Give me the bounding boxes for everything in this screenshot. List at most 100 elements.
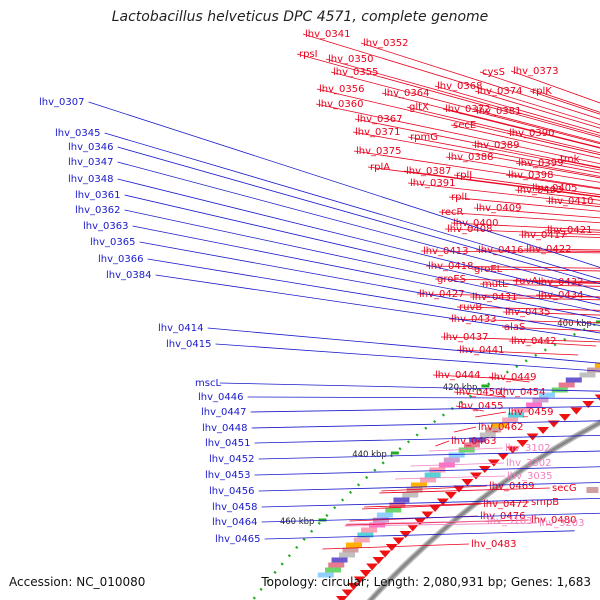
forward-gene-label: lhv_0374: [477, 86, 522, 97]
forward-gene-label: lhv_0449: [491, 372, 536, 383]
feature-block: [402, 492, 419, 498]
reverse-gene-label: lhv_0365: [90, 237, 135, 248]
feature-block: [328, 562, 345, 568]
scale-tick: [390, 451, 399, 455]
reverse-gene-label: lhv_0345: [55, 128, 100, 139]
forward-label-connector: [514, 189, 600, 201]
forward-gene-label: rplA: [370, 162, 390, 173]
forward-label-connector: [425, 265, 600, 269]
forward-gene-label: lhv_0381: [476, 106, 521, 117]
forward-gene-arrow: [347, 583, 360, 590]
forward-label-connector: [407, 182, 600, 205]
forward-gene-label: lhv_0483: [471, 539, 516, 550]
forward-gene-arrow: [413, 518, 426, 525]
feature-block: [317, 572, 334, 578]
forward-label-connector: [345, 519, 530, 526]
scale-tick-label: 460 kbp: [280, 517, 315, 527]
feature-block: [502, 417, 519, 423]
forward-label-connector: [367, 166, 600, 198]
forward-gene-label: lhv_0437: [443, 332, 488, 343]
forward-label-connector: [438, 211, 600, 224]
reverse-label-connector: [117, 146, 600, 285]
forward-label-connector: [353, 150, 600, 189]
forward-label-connector: [475, 411, 507, 418]
forward-gene-label: rplL: [451, 192, 470, 203]
forward-gene-arrow: [570, 407, 583, 415]
forward-gene-label: lhv_0368: [437, 81, 482, 92]
forward-gene-label: lhv_0409: [476, 203, 521, 214]
forward-gene-label: lhv_0403: [517, 185, 562, 196]
forward-label-connector: [360, 42, 600, 120]
forward-gene-label: lhv_0388: [448, 152, 493, 163]
reverse-label-connector: [250, 406, 600, 413]
feature-block: [458, 447, 475, 453]
rna-gene-label: lhv_3102: [505, 443, 550, 454]
forward-gene-label: rplJ: [456, 170, 472, 181]
scale-tick-label: 440 kbp: [352, 450, 387, 460]
forward-gene-label: lhv_0408: [447, 224, 492, 235]
forward-gene-label: lhv_0399: [518, 158, 563, 169]
reverse-label-connector: [147, 258, 600, 334]
rna-label-connector: [346, 520, 486, 525]
forward-label-connector: [420, 250, 600, 254]
scale-tick: [595, 320, 600, 324]
forward-label-connector: [442, 108, 600, 149]
forward-gene-arrow: [547, 420, 560, 428]
rna-label-connector: [410, 462, 505, 467]
forward-label-connector: [315, 103, 600, 165]
rna-label-connector: [429, 447, 504, 452]
reverse-gene-label: lhv_0451: [205, 438, 250, 449]
feature-block: [538, 392, 555, 398]
forward-label-connector: [497, 391, 506, 398]
forward-gene-label: lhv_0462: [478, 422, 523, 433]
forward-gene-label: rpmG: [410, 132, 438, 143]
reverse-label-connector: [139, 241, 600, 326]
forward-label-connector: [352, 131, 600, 177]
feature-block: [443, 457, 460, 463]
feature-block: [565, 377, 582, 383]
reverse-label-connector: [117, 161, 600, 292]
forward-gene-arrow: [379, 550, 392, 558]
forward-label-connector: [471, 268, 600, 272]
rna-label-connector: [344, 522, 538, 527]
feature-block: [448, 452, 465, 458]
feature-block: [579, 372, 596, 378]
reverse-label-connector: [251, 420, 600, 429]
forward-gene-arrow: [353, 576, 366, 584]
forward-gene-label: lhv_0463: [451, 436, 496, 447]
reverse-label-connector: [215, 343, 600, 372]
forward-gene-arrow: [385, 544, 398, 551]
feature-block: [558, 382, 575, 388]
forward-gene-label: lhv_0400: [453, 218, 498, 229]
forward-gene-arrow: [537, 427, 550, 434]
forward-label-connector: [322, 543, 470, 550]
reverse-label-connector: [258, 450, 600, 460]
forward-label-connector: [473, 207, 600, 219]
forward-gene-arrow: [594, 394, 600, 401]
feature-block: [485, 427, 502, 433]
feature-block: [357, 532, 374, 538]
reverse-gene-label: lhv_0456: [209, 486, 254, 497]
forward-gene-label: lhv_0367: [357, 114, 402, 125]
forward-label-connector: [296, 53, 600, 138]
forward-gene-label: lhv_0398: [508, 170, 553, 181]
forward-gene-arrow: [516, 440, 529, 447]
forward-label-connector: [508, 340, 597, 347]
feature-block: [587, 367, 600, 373]
forward-gene-arrow: [392, 537, 405, 545]
reverse-gene-label: lhv_0348: [68, 174, 113, 185]
forward-gene-arrow: [359, 570, 372, 577]
forward-label-connector: [364, 501, 530, 508]
forward-gene-label: lhv_0418: [428, 261, 473, 272]
reverse-gene-label: mscL: [195, 378, 221, 389]
forward-gene-label: lhv_0375: [356, 146, 401, 157]
reverse-label-connector: [88, 101, 600, 268]
forward-label-connector: [505, 174, 600, 190]
forward-gene-label: lhv_0441: [459, 345, 504, 356]
feature-block: [508, 412, 525, 418]
forward-gene-label: lhv_0476: [480, 511, 525, 522]
forward-gene-label: lhv_0450: [456, 387, 501, 398]
feature-block: [410, 482, 427, 488]
